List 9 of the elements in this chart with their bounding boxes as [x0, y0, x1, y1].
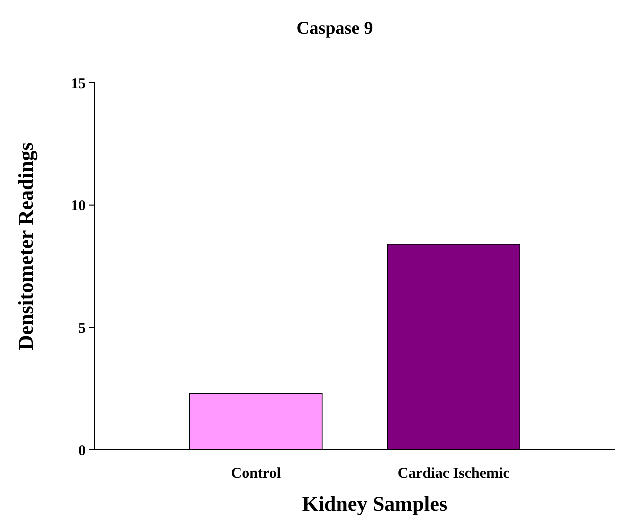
- y-tick-label: 5: [78, 320, 86, 337]
- y-tick-label: 10: [71, 198, 86, 215]
- y-tick-label: 0: [78, 443, 86, 460]
- y-tick-label: 15: [71, 76, 86, 92]
- chart-title: Caspase 9: [296, 18, 374, 38]
- x-tick-label: Control: [231, 466, 282, 482]
- y-axis-title: Densitometer Readings: [14, 142, 38, 350]
- x-tick-label: Cardiac Ischemic: [398, 466, 510, 482]
- x-axis-title: Kidney Samples: [302, 492, 448, 516]
